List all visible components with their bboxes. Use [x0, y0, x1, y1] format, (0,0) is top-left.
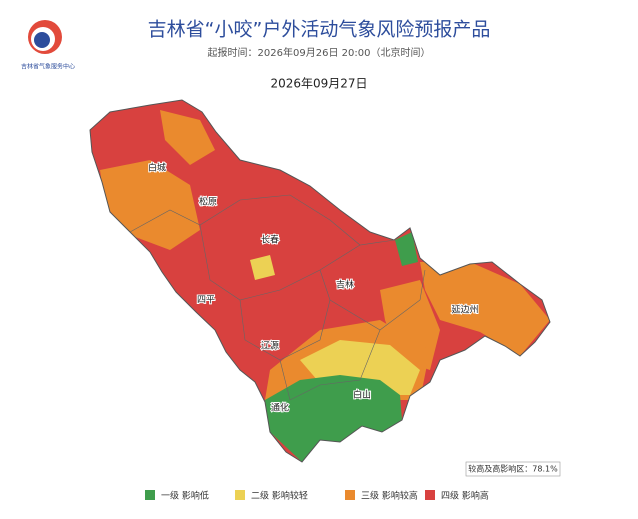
city-label: 辽源: [261, 341, 279, 352]
risk-moderate: [250, 255, 275, 280]
date: 2026年09月27日: [270, 77, 367, 91]
legend-swatch: [425, 490, 435, 500]
legend-label: 四级 影响高: [441, 490, 489, 502]
legend: 一级 影响低 二级 影响较轻 三级 影响较高 四级 影响高: [145, 490, 489, 502]
legend-swatch: [235, 490, 245, 500]
risk-elevated: [160, 110, 215, 165]
legend-swatch: [345, 490, 355, 500]
risk-map: [90, 100, 550, 462]
risk-low: [395, 232, 418, 266]
title: 吉林省“小咬”户外活动气象风险预报产品: [148, 19, 491, 41]
city-label: 延边州: [451, 304, 478, 316]
city-label: 松原: [199, 196, 217, 208]
city-borders: [129, 194, 426, 401]
city-label: 白城: [148, 162, 166, 174]
legend-swatch: [145, 490, 155, 500]
legend-label: 二级 影响较轻: [251, 490, 308, 502]
logo: 吉林省气象服务中心: [21, 20, 75, 71]
legend-label: 一级 影响低: [161, 490, 209, 502]
legend-label: 三级 影响较高: [361, 490, 418, 502]
city-labels: 白城 松原 长春 四平 吉林 延边州 辽源 通化 白山: [147, 161, 480, 415]
risk-elevated: [420, 262, 550, 356]
stat-text: 较高及高影响区：78.1%: [468, 464, 558, 474]
risk-low: [265, 375, 402, 462]
city-label: 白山: [353, 389, 371, 401]
city-label: 四平: [197, 295, 215, 306]
issue-time: 起报时间：2026年09月26日 20:00（北京时间）: [208, 46, 431, 59]
logo-text: 吉林省气象服务中心: [21, 63, 75, 71]
city-label: 长春: [261, 234, 279, 246]
city-label: 通化: [271, 402, 289, 414]
city-label: 吉林: [336, 279, 354, 291]
stat-box: [465, 461, 561, 477]
